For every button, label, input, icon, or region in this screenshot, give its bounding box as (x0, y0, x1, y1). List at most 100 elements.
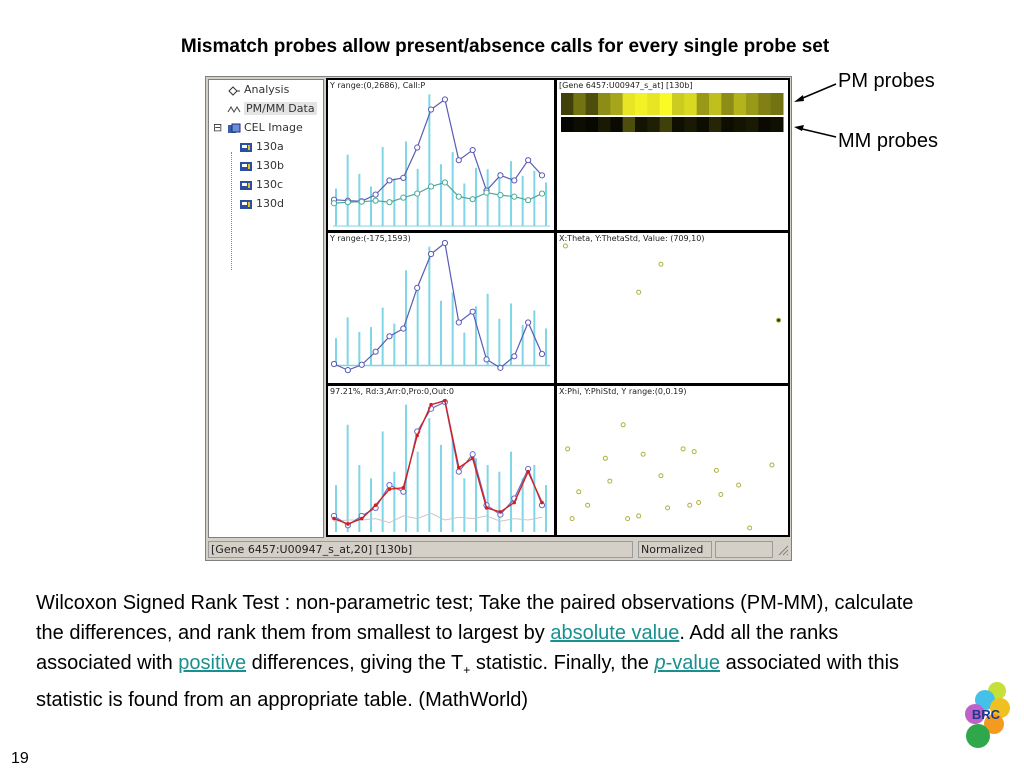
heatmap-cell (561, 93, 574, 115)
phi-point (769, 462, 775, 468)
chip-icon (239, 161, 253, 172)
diff-series-point (469, 308, 476, 315)
resize-grip-icon[interactable] (777, 544, 789, 556)
chip-icon (239, 180, 253, 191)
mm-series-point (414, 190, 421, 197)
heatmap-cell (721, 93, 735, 115)
pm-series-point (386, 177, 393, 184)
logo-circle (990, 698, 1010, 718)
diff-series-line (333, 241, 543, 371)
phi-point (658, 473, 664, 479)
fitted-point (457, 465, 461, 470)
absolute-value-link[interactable]: absolute value (550, 622, 680, 644)
diff-series-point (525, 319, 532, 326)
tree-item-130a[interactable]: 130a (239, 139, 284, 155)
mm-series-point (344, 199, 351, 206)
phi-point (665, 505, 671, 511)
fitted-point (512, 500, 517, 505)
phi-point (713, 467, 719, 473)
fitted-point (401, 485, 406, 490)
tree-expander-icon[interactable]: ⊟ (213, 121, 223, 134)
heatmap-cell (659, 93, 673, 115)
status-bar: [Gene 6457:U00947_s_at,20] [130b] Normal… (208, 540, 789, 559)
slide-title: Mismatch probes allow present/absence ca… (180, 36, 830, 57)
diff-series-point (344, 367, 351, 374)
diff-series-point (497, 364, 504, 371)
phi-label: X:Phi, Y:PhiStd, Y range:(0,0.19) (559, 387, 687, 396)
pm-minus-mm-plot-panel: Y range:(-175,1593) (328, 233, 554, 383)
heatmap-cell (573, 117, 587, 132)
theta-point (562, 243, 568, 249)
heatmap-cell (709, 117, 722, 132)
diff-series-point (455, 319, 462, 326)
heatmap-cell (598, 117, 611, 132)
fitted-point (346, 522, 350, 526)
tree-item-label: PM/MM Data (244, 102, 317, 115)
diff-series-point (330, 360, 338, 368)
tree-item-label: CEL Image (244, 121, 303, 134)
phi-point (718, 491, 724, 497)
heatmap-cell (672, 117, 685, 132)
mm-series-point (525, 197, 532, 204)
tree-item-130d[interactable]: 130d (239, 196, 284, 212)
diff-series-point (483, 356, 490, 363)
fitted-point (470, 456, 475, 461)
affymetrix-viewer-window: Analysis PM/MM Data CEL Image ⊟ 130a 130b 130c… (205, 76, 792, 561)
slide-number: 19 (11, 750, 29, 767)
phi-point (687, 502, 693, 508)
body-text-1: Wilcoxon Signed Rank Test : non-parametr… (36, 592, 914, 644)
fitted-point (484, 506, 489, 510)
heatmap-cell (696, 93, 710, 115)
mm-series-point (358, 198, 365, 205)
pm-series-point (525, 157, 532, 164)
heatmap-cell (635, 117, 648, 132)
diff-series-point (441, 239, 449, 247)
pm-mm-range-label: Y range:(0,2686), Call:P (330, 81, 426, 90)
diff-series-point (427, 250, 435, 258)
tree-item-analysis[interactable]: Analysis (227, 82, 289, 98)
heatmap-cell (610, 93, 624, 115)
p-value-link[interactable]: p-value (654, 652, 720, 674)
phi-point (736, 482, 742, 488)
phi-point (696, 500, 702, 506)
status-mode-text: Normalized (638, 541, 712, 558)
mm-series-point (400, 194, 407, 201)
heatmap-cell (635, 93, 648, 115)
fitted-point (359, 516, 364, 521)
body-text-5: associated with this statistic is found … (36, 652, 900, 711)
heatmap-cell (770, 117, 784, 132)
mm-series-point (455, 193, 462, 200)
diff-series-point (372, 348, 379, 355)
value-text: -value (665, 652, 721, 674)
tree-item-130c[interactable]: 130c (239, 177, 283, 193)
mm-series-point (386, 199, 393, 206)
heatmap-cell (610, 117, 624, 132)
mm-series-point (469, 196, 476, 203)
heatmap-cell (746, 93, 759, 115)
tree-item-label: 130b (256, 159, 284, 172)
pm-mm-chart-svg (330, 94, 550, 227)
tree-item-pm-mm-data[interactable]: PM/MM Data (227, 101, 317, 117)
tree-item-label: 130c (256, 178, 284, 191)
pm-series-point (427, 106, 435, 113)
mm-series-point (372, 197, 379, 204)
fitted-point (415, 433, 419, 438)
logo-circle (966, 724, 990, 748)
heatmap-cell (573, 93, 587, 115)
body-text-2: . Add all the ranks associated with (36, 622, 839, 674)
diff-series-point (538, 350, 546, 358)
logo-circle (975, 690, 995, 710)
data-tree-panel: Analysis PM/MM Data CEL Image ⊟ 130a 130b 130c… (208, 79, 324, 538)
tree-connector-line (231, 152, 232, 270)
heatmap-label: [Gene 6457:U00947_s_at] [130b] (559, 81, 693, 90)
tree-item-cel-image[interactable]: CEL Image (227, 120, 303, 136)
fitted-point (429, 402, 433, 407)
tree-item-130b[interactable]: 130b (239, 158, 284, 174)
heatmap-cell (622, 117, 636, 132)
phi-point (565, 446, 571, 452)
status-empty-field (715, 541, 773, 558)
phi-point (620, 422, 626, 428)
positive-link[interactable]: positive (178, 652, 247, 674)
phi-point (691, 449, 697, 455)
